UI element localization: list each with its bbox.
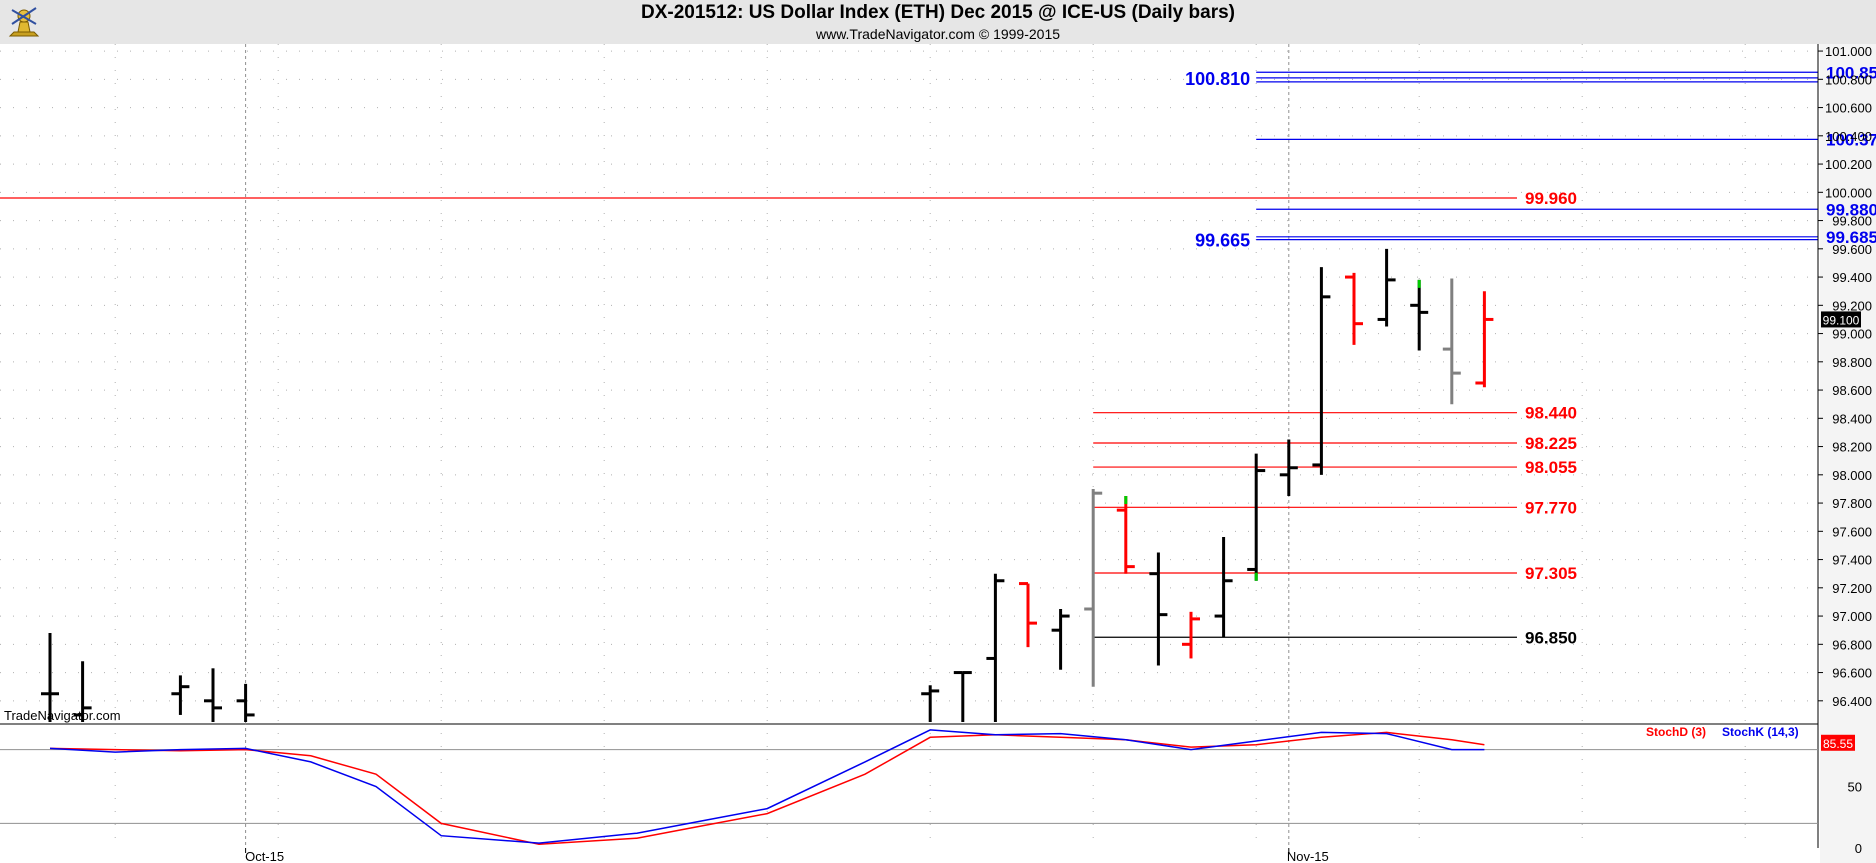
price-axis: 101.000 100.800 100.600 100.400 100.200 100.0… [245,44,1872,863]
level-label: 100.375 [1826,130,1876,149]
price-tick-label: 100.800 [1825,72,1872,87]
price-tick-label: 96.600 [1832,666,1872,681]
price-tick-label: 99.400 [1832,270,1872,285]
trade-navigator-logo-icon [8,7,40,37]
price-axis-panel [1820,44,1876,863]
price-tick-label: 96.800 [1832,637,1872,652]
level-label: 97.770 [1525,498,1577,517]
price-tick-label: 98.400 [1832,411,1872,426]
price-tick-label: 97.600 [1832,524,1872,539]
level-label: 100.850 [1826,63,1876,82]
stoch-last-marker [1821,734,1855,751]
price-tick-label: 98.000 [1832,468,1872,483]
price-tick-label: 98.800 [1832,355,1872,370]
last-price-marker [1821,311,1861,328]
price-tick-label: 97.200 [1832,581,1872,596]
chart-header: DX-201512: US Dollar Index (ETH) Dec 201… [0,0,1876,44]
level-label: 99.960 [1525,189,1577,208]
price-tick-label: 99.600 [1832,242,1872,257]
support-resistance-levels: 100.810100.850100.37599.96099.88099.6859… [0,63,1876,647]
price-tick-label: 99.200 [1832,298,1872,313]
grid [0,44,1818,848]
stochk-line [49,729,1485,844]
stoch-legend-item: StochK (14,3) [1722,725,1799,739]
date-tick-label: Nov-15 [1287,849,1329,863]
watermark: TradeNavigator.com [4,708,121,723]
chart-title: DX-201512: US Dollar Index (ETH) Dec 201… [640,2,1235,23]
price-tick-label: 99.800 [1832,214,1872,229]
last-price-label: 99.100 [1823,313,1860,327]
level-label: 99.665 [1195,231,1250,251]
price-tick-label: 97.000 [1832,609,1872,624]
price-tick-label: 100.400 [1825,129,1872,144]
price-chart: 100.810100.850100.37599.96099.88099.6859… [0,44,1876,863]
level-label: 99.685 [1826,228,1876,247]
level-label: 97.305 [1525,564,1577,583]
price-tick-label: 101.000 [1825,44,1872,59]
level-label: 98.225 [1525,434,1577,453]
price-tick-label: 98.600 [1832,383,1872,398]
stoch-last-label: 85.55 [1823,737,1853,751]
ohlc-bars [41,248,1494,722]
level-label: 96.850 [1525,628,1577,647]
price-tick-label: 99.000 [1832,327,1872,342]
level-label: 99.880 [1826,200,1876,219]
price-tick-label: 100.600 [1825,101,1872,116]
stoch-tick-label: 0 [1855,841,1862,856]
date-tick-label: Oct-15 [245,849,284,863]
level-label: 100.810 [1185,69,1250,89]
stoch-legend-item: StochD (3) [1646,725,1706,739]
level-label: 98.055 [1525,458,1577,477]
chart-subtitle: www.TradeNavigator.com © 1999-2015 [815,26,1061,42]
stochastic-panel: 50 0 85.55 StochD (3) StochK (14,3) [0,725,1862,856]
stoch-tick-label: 50 [1848,780,1862,795]
price-tick-label: 100.200 [1825,157,1872,172]
stochd-line [49,731,1485,846]
price-tick-label: 97.400 [1832,553,1872,568]
price-tick-label: 96.400 [1832,694,1872,709]
price-tick-label: 97.800 [1832,496,1872,511]
price-tick-label: 98.200 [1832,440,1872,455]
level-label: 98.440 [1525,404,1577,423]
price-tick-label: 100.000 [1825,185,1872,200]
